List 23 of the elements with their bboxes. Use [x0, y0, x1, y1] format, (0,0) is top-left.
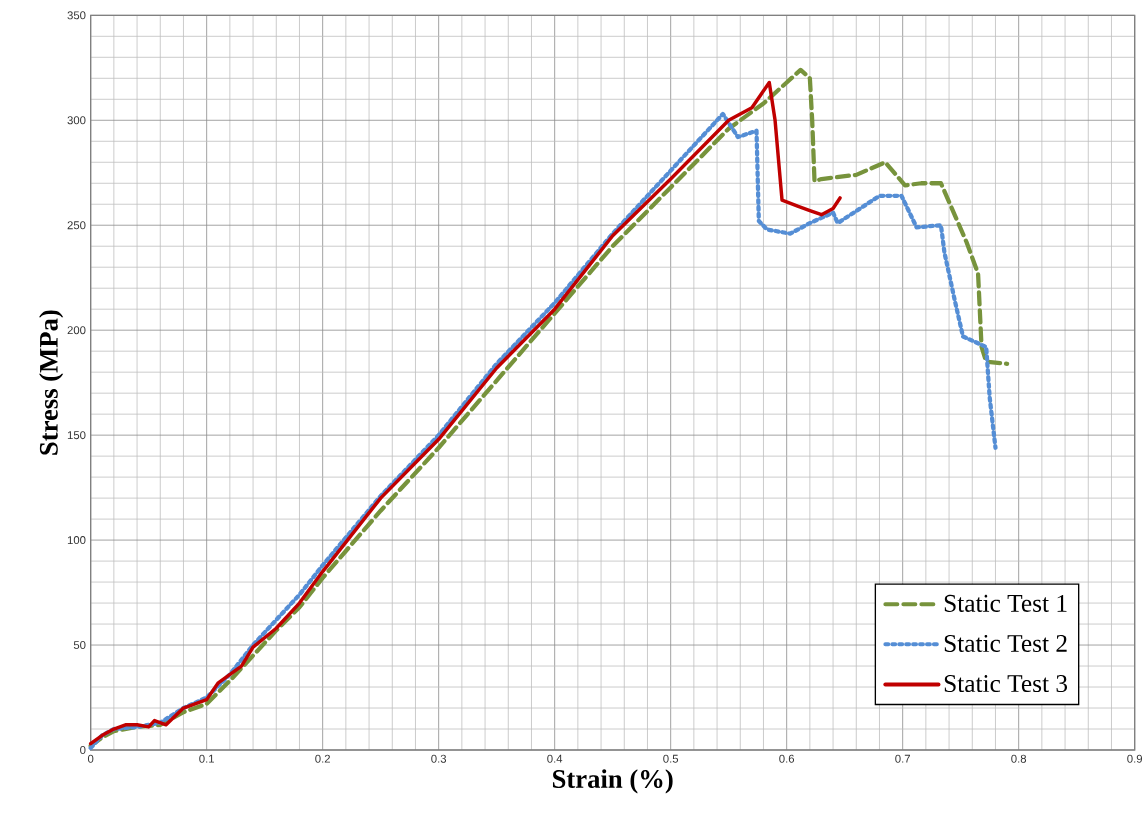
x-tick-label: 0.9	[1127, 754, 1143, 763]
y-tick-label: 100	[67, 536, 86, 545]
legend-label: Static Test 1	[944, 594, 1067, 612]
legend-label: Static Test 2	[944, 634, 1067, 652]
y-axis-title: Stress (MPa)	[39, 310, 64, 455]
x-tick-label: 0.4	[547, 754, 563, 763]
x-tick-label: 0.7	[895, 754, 910, 763]
legend-label: Static Test 3	[944, 675, 1068, 693]
x-tick-label: 0.6	[779, 754, 795, 763]
x-tick-label: 0.3	[431, 754, 447, 763]
x-tick-label: 0.8	[1011, 754, 1027, 763]
x-tick-label: 0.5	[663, 754, 679, 763]
x-tick-label: 0.2	[315, 754, 330, 763]
x-tick-label: 0	[87, 754, 94, 763]
y-tick-label: 250	[67, 221, 86, 230]
x-tick-label: 0.1	[199, 754, 214, 763]
y-tick-label: 350	[67, 11, 86, 20]
x-axis-title: Strain (%)	[552, 769, 673, 794]
y-tick-label: 200	[67, 326, 86, 335]
y-tick-label: 300	[67, 116, 86, 125]
y-tick-label: 50	[73, 641, 86, 650]
y-tick-label: 150	[67, 431, 86, 440]
y-tick-label: 0	[80, 746, 86, 755]
